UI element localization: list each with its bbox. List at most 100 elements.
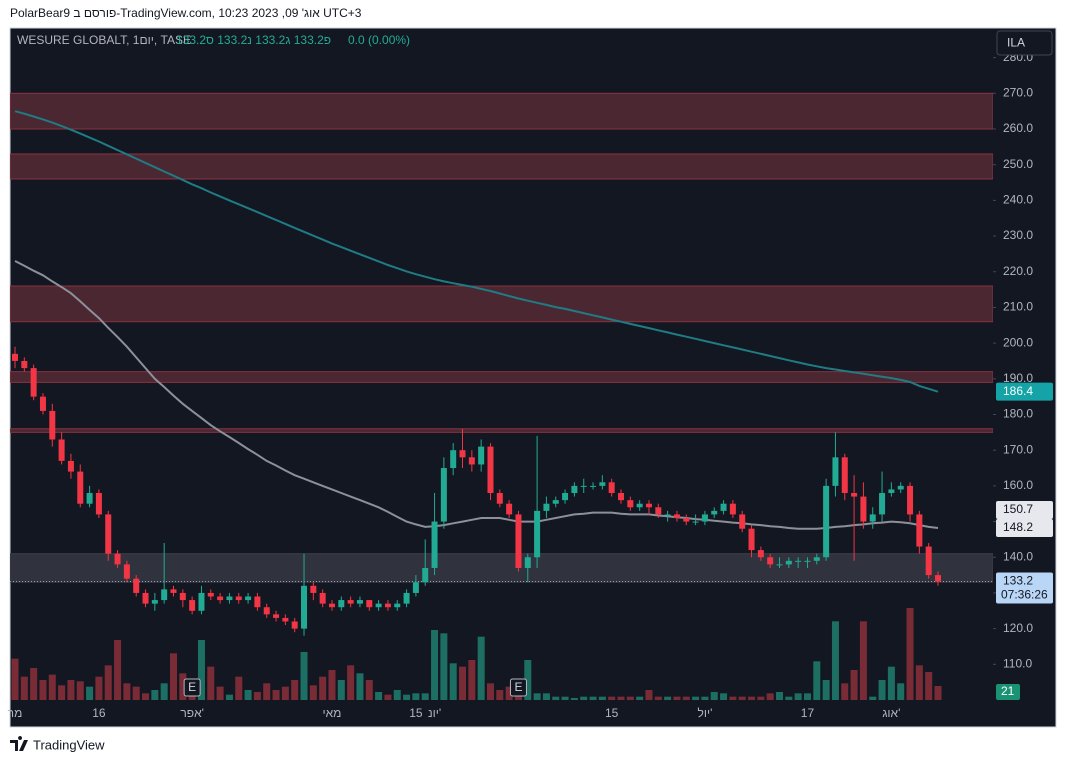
volume-bar bbox=[328, 670, 336, 700]
candle-body bbox=[254, 596, 261, 608]
volume-bar bbox=[701, 696, 709, 700]
event-label: E bbox=[188, 680, 196, 694]
candle-body bbox=[673, 514, 680, 518]
y-tick-label: 200.0 bbox=[1003, 335, 1033, 349]
candle-body bbox=[683, 517, 690, 522]
candle-body bbox=[468, 457, 475, 465]
moving-average bbox=[14, 260, 939, 530]
candle-body bbox=[897, 485, 904, 490]
volume-bar bbox=[496, 690, 504, 700]
volume-bar bbox=[692, 696, 700, 700]
volume-bar bbox=[748, 696, 756, 700]
candle-body bbox=[151, 600, 158, 604]
candle-body bbox=[851, 493, 858, 497]
volume-bar bbox=[766, 693, 774, 700]
candle-body bbox=[95, 493, 102, 515]
candle-body bbox=[496, 493, 503, 504]
volume-bar bbox=[76, 681, 84, 700]
volume-bar bbox=[132, 686, 140, 700]
volume-bar bbox=[776, 692, 784, 700]
volume-bar bbox=[263, 683, 271, 700]
volume-bar bbox=[542, 693, 550, 700]
candle-body bbox=[739, 514, 746, 529]
volume-bar bbox=[142, 693, 150, 700]
zone bbox=[10, 371, 993, 383]
volume-bar bbox=[934, 686, 942, 700]
y-tick-label: 220.0 bbox=[1003, 264, 1033, 278]
candle-body bbox=[562, 493, 569, 501]
volume-bar bbox=[216, 686, 224, 700]
candle-body bbox=[636, 503, 643, 508]
volume-bar bbox=[347, 665, 355, 700]
volume-bar bbox=[598, 696, 606, 700]
moving-average bbox=[14, 110, 939, 393]
volume-bar bbox=[281, 686, 289, 700]
x-tick-label: מר bbox=[8, 706, 23, 720]
price-marker-label: 186.4 bbox=[1003, 384, 1033, 398]
volume-bar bbox=[617, 696, 625, 700]
candle-body bbox=[179, 592, 186, 601]
candle-body bbox=[21, 360, 28, 369]
volume-bar bbox=[20, 676, 28, 700]
candle-body bbox=[767, 557, 774, 565]
price-marker bbox=[996, 382, 1053, 401]
candle-body bbox=[711, 510, 718, 515]
candle-body bbox=[692, 521, 699, 523]
volume-bar bbox=[244, 690, 252, 700]
volume-bar bbox=[608, 696, 616, 700]
volume-bar bbox=[123, 683, 131, 700]
volume-bar bbox=[533, 693, 541, 700]
candle-body bbox=[77, 471, 84, 504]
volume-bar bbox=[169, 653, 177, 700]
candle-body bbox=[375, 603, 382, 608]
candle-body bbox=[720, 503, 727, 511]
x-tick-label: 17 bbox=[801, 706, 815, 720]
candle-body bbox=[263, 607, 270, 615]
price-marker bbox=[996, 572, 1053, 604]
candle-body bbox=[916, 514, 923, 547]
volume-bar bbox=[710, 692, 718, 700]
candle-body bbox=[888, 489, 895, 494]
candle-body bbox=[347, 600, 354, 604]
candle-body bbox=[133, 578, 140, 593]
volume-bar bbox=[505, 686, 513, 700]
volume-bar bbox=[67, 680, 75, 700]
candle-body bbox=[580, 485, 587, 487]
volume-bar bbox=[375, 692, 383, 700]
y-tick-label: 190.0 bbox=[1003, 371, 1033, 385]
candle-body bbox=[478, 446, 485, 465]
candle-body bbox=[524, 557, 531, 568]
candle-body bbox=[487, 446, 494, 494]
currency-button[interactable] bbox=[996, 30, 1053, 56]
volume-bar bbox=[636, 696, 644, 700]
candle-body bbox=[189, 600, 196, 611]
event-badge bbox=[183, 678, 201, 697]
candle-body bbox=[627, 500, 634, 508]
price-marker-label: 150.7 bbox=[1003, 502, 1033, 516]
volume-bar bbox=[841, 683, 849, 700]
candle-body bbox=[729, 503, 736, 515]
volume-bar bbox=[477, 636, 485, 700]
candle-body bbox=[459, 450, 466, 458]
candle-body bbox=[105, 514, 112, 554]
volume-bar bbox=[869, 696, 877, 700]
candle-body bbox=[785, 560, 792, 565]
x-tick-label: 15 bbox=[605, 706, 619, 720]
candle-body bbox=[571, 485, 578, 494]
candle-body bbox=[841, 457, 848, 494]
volume-bar bbox=[859, 621, 867, 700]
candle-body bbox=[12, 353, 18, 361]
y-tick-label: 110.0 bbox=[1003, 656, 1032, 670]
volume-bar bbox=[104, 665, 112, 700]
volume-bar bbox=[822, 680, 830, 700]
volume-bar bbox=[393, 690, 401, 700]
candle-body bbox=[776, 564, 783, 566]
candle-body bbox=[366, 600, 373, 608]
y-tick-label: 240.0 bbox=[1003, 193, 1033, 207]
candle-body bbox=[198, 592, 205, 611]
zone bbox=[10, 428, 993, 433]
volume-bar bbox=[459, 666, 467, 700]
candle-body bbox=[394, 603, 401, 608]
volume-bar bbox=[738, 696, 746, 700]
